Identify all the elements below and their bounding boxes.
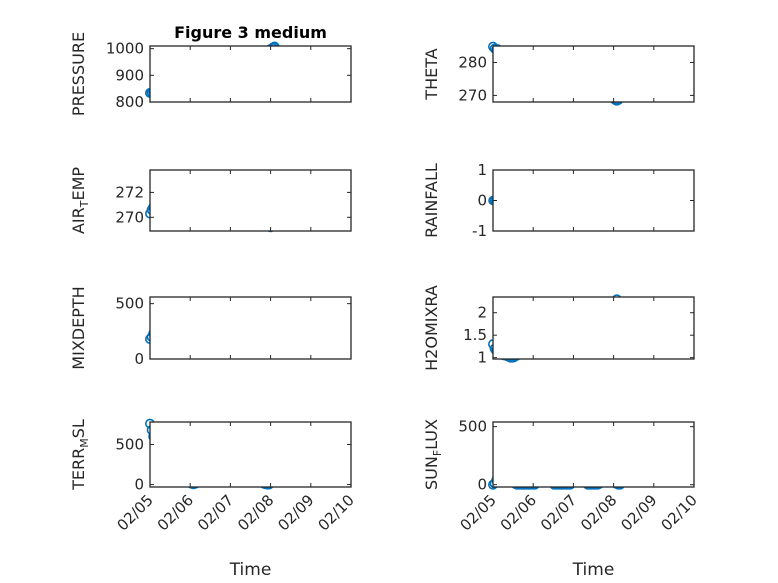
subplot-mixdepth: 0 500 MIXDEPTH <box>69 286 352 370</box>
terr-msl-xtick-label: 02/06 <box>154 491 197 534</box>
theta-ytick-label: 280 <box>458 53 487 71</box>
rainfall-ytick-label: 0 <box>477 192 487 210</box>
h2omixra-ylabel: H2OMIXRA <box>422 285 441 371</box>
mixdepth-ytick-label: 0 <box>134 350 144 368</box>
air-temp-axes-frame <box>149 169 352 232</box>
theta-axes-frame <box>492 45 695 103</box>
terr-msl-ytick-label: 500 <box>115 435 144 453</box>
h2omixra-ytick-label: 1.5 <box>463 326 487 344</box>
figure-title: Figure 3 medium <box>174 23 327 42</box>
terr-msl-ylabel: TERRMSL <box>69 419 91 491</box>
rainfall-ytick-label: -1 <box>472 222 487 240</box>
subplot-air-temp: 270 272 AIRTEMP <box>69 167 352 234</box>
theta-ylabel: THETA <box>422 48 441 100</box>
rainfall-axes-frame <box>492 169 695 232</box>
subplot-h2omixra: 1 1.5 2 H2OMIXRA <box>422 285 695 371</box>
pressure-ytick-label: 900 <box>115 66 144 84</box>
subplot-pressure: 800 900 1000 PRESSURE Figure 3 medium <box>69 23 352 116</box>
terr-msl-ytick-label: 0 <box>134 476 144 494</box>
h2omixra-ytick-label: 1 <box>477 349 487 367</box>
mixdepth-axes-frame <box>149 296 352 360</box>
mixdepth-ylabel: MIXDEPTH <box>69 286 88 369</box>
sun-flux-ylabel: SUNFLUX <box>422 419 444 490</box>
rainfall-ylabel: RAINFALL <box>422 163 441 238</box>
air-temp-ylabel: AIRTEMP <box>69 167 91 234</box>
sun-flux-xlabel: Time <box>572 560 615 580</box>
subplot-theta: 270 280 THETA <box>422 41 695 106</box>
terr-msl-xlabel: Time <box>229 560 272 580</box>
subplot-rainfall: -1 0 1 RAINFALL <box>422 161 695 240</box>
pressure-axes-frame <box>149 45 352 103</box>
terr-msl-xtick-label: 02/07 <box>194 491 237 534</box>
h2omixra-ytick-label: 2 <box>477 304 487 322</box>
terr-msl-axes-frame <box>149 421 352 488</box>
theta-ytick-label: 270 <box>458 86 487 104</box>
h2omixra-axes-frame <box>492 296 695 360</box>
sun-flux-xtick-label: 02/10 <box>658 491 701 534</box>
sun-flux-xtick-label: 02/06 <box>497 491 540 534</box>
air-temp-ytick-label: 270 <box>115 208 144 226</box>
mixdepth-ytick-label: 500 <box>115 295 144 313</box>
terr-msl-xtick-label: 02/08 <box>234 491 277 534</box>
pressure-ytick-label: 800 <box>115 93 144 111</box>
air-temp-ytick-label: 272 <box>115 183 144 201</box>
sun-flux-axes-frame <box>492 421 695 488</box>
terr-msl-xtick-label: 02/10 <box>315 491 358 534</box>
sun-flux-xtick-label: 02/07 <box>537 491 580 534</box>
rainfall-ytick-label: 1 <box>477 161 487 179</box>
pressure-ylabel: PRESSURE <box>69 32 88 116</box>
sun-flux-xtick-label: 02/09 <box>617 491 660 534</box>
terr-msl-xtick-label: 02/05 <box>114 491 157 534</box>
terr-msl-xtick-label: 02/09 <box>274 491 317 534</box>
pressure-ytick-label: 1000 <box>106 40 144 58</box>
sun-flux-ytick-label: 0 <box>477 476 487 494</box>
sun-flux-xtick-label: 02/08 <box>577 491 620 534</box>
sun-flux-ytick-label: 500 <box>458 418 487 436</box>
sun-flux-xtick-label: 02/05 <box>457 491 500 534</box>
